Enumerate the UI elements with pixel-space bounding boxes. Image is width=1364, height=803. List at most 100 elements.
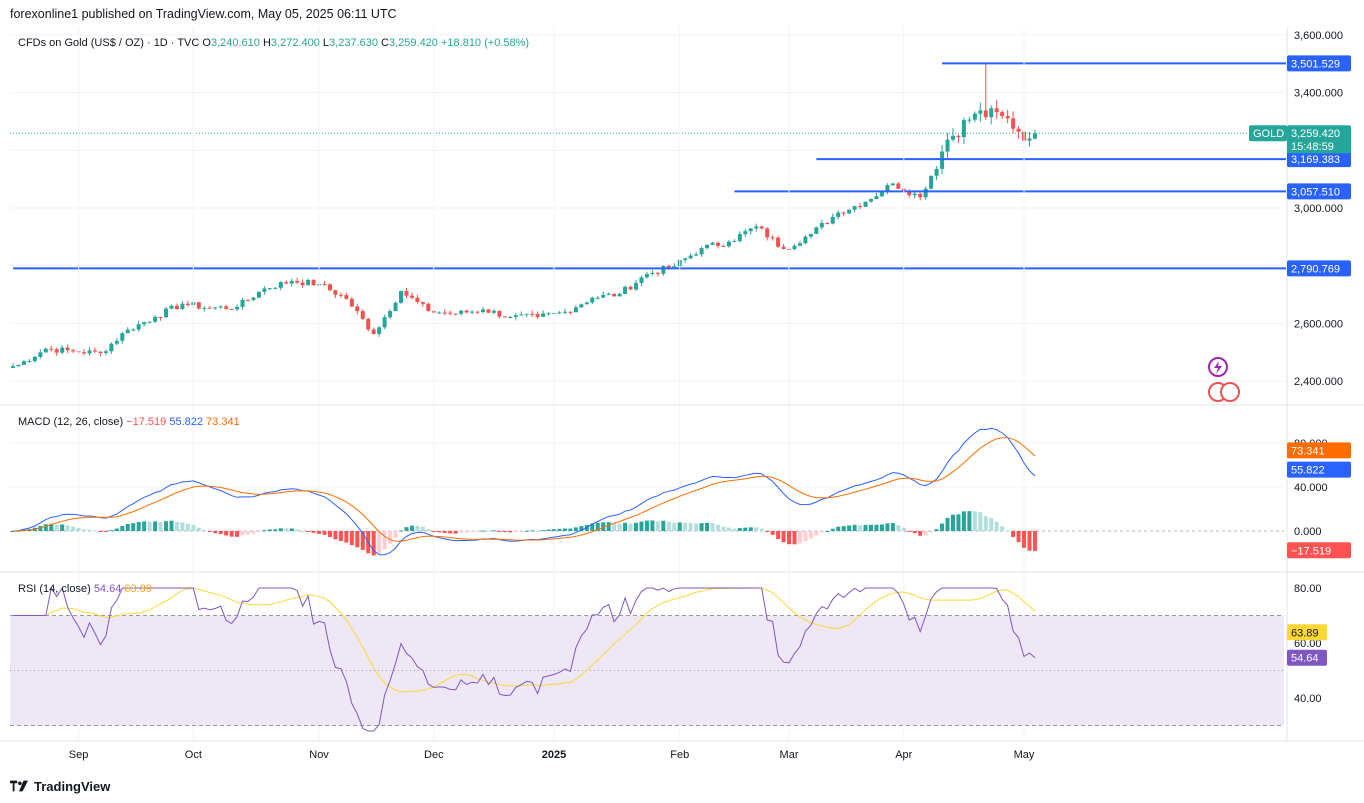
rsi-legend-value: 54.64 bbox=[94, 583, 125, 595]
candle-body bbox=[382, 317, 387, 328]
macd-histogram-bar bbox=[732, 528, 737, 531]
candle-body bbox=[98, 351, 103, 354]
macd-pane[interactable]: 0.00040.00080.00073.34155.822−17.519MACD… bbox=[10, 416, 1351, 559]
candle-body bbox=[863, 201, 868, 207]
candle bbox=[185, 300, 190, 308]
candle bbox=[109, 342, 114, 354]
macd-histogram-bar bbox=[114, 528, 119, 531]
us-flag-event-icon[interactable] bbox=[1220, 382, 1240, 402]
candle-body bbox=[327, 284, 332, 291]
time-tick-label: Mar bbox=[780, 749, 799, 761]
macd-histogram-bar bbox=[153, 521, 158, 531]
macd-histogram-bar bbox=[229, 531, 234, 537]
candle-body bbox=[929, 175, 934, 189]
candle bbox=[601, 291, 606, 298]
candle bbox=[1005, 109, 1010, 124]
macd-histogram-bar bbox=[245, 531, 250, 535]
candle bbox=[1016, 126, 1021, 139]
candle bbox=[541, 310, 546, 318]
candle-body bbox=[808, 233, 813, 237]
candle-body bbox=[311, 279, 316, 286]
candle bbox=[245, 299, 250, 302]
candle bbox=[683, 257, 688, 263]
candle-body bbox=[109, 343, 114, 352]
macd-histogram-bar bbox=[770, 531, 775, 535]
candle bbox=[967, 116, 972, 124]
macd-histogram-bar bbox=[879, 524, 884, 531]
macd-histogram-bar bbox=[464, 531, 469, 533]
candle-body bbox=[781, 246, 786, 249]
candle-body bbox=[256, 291, 261, 298]
candle bbox=[180, 301, 185, 311]
last-price-tag-bg bbox=[1287, 125, 1351, 154]
candle bbox=[32, 355, 37, 363]
candle-body bbox=[278, 282, 283, 288]
macd-histogram-bar bbox=[896, 525, 901, 531]
macd-line-tag: 55.822 bbox=[1287, 461, 1351, 478]
candle-body bbox=[366, 318, 371, 330]
macd-histogram-bar bbox=[470, 531, 475, 532]
rsi-ma-line bbox=[13, 587, 1036, 693]
candle-body bbox=[49, 348, 54, 350]
macd-histogram-bar bbox=[311, 531, 316, 533]
legend-change: +18.810 (+0.58%) bbox=[441, 37, 529, 49]
candle-body bbox=[688, 255, 693, 259]
price-tick-label: 3,400.000 bbox=[1294, 88, 1343, 100]
candle bbox=[491, 309, 496, 315]
macd-histogram-bar bbox=[644, 520, 649, 531]
legend-symbol: CFDs on Gold (US$ / OZ) · 1D · TVC bbox=[18, 37, 202, 49]
candle bbox=[814, 226, 819, 234]
candle-body bbox=[852, 206, 857, 210]
macd-histogram-bar bbox=[852, 524, 857, 531]
candle bbox=[989, 105, 994, 125]
macd-hist-tag-text: −17.519 bbox=[1291, 545, 1331, 557]
macd-histogram-bar bbox=[781, 531, 786, 543]
candle-body bbox=[502, 316, 507, 318]
macd-histogram-bar bbox=[448, 531, 453, 534]
macd-histogram-bar bbox=[715, 524, 720, 531]
candle bbox=[426, 302, 431, 312]
macd-signal-tag-text: 73.341 bbox=[1291, 445, 1325, 457]
horizontal-level-label-bg bbox=[1287, 260, 1351, 277]
candle bbox=[82, 349, 87, 356]
symbol-tag-bg bbox=[1249, 125, 1287, 142]
candle bbox=[273, 286, 278, 290]
macd-histogram-bar bbox=[568, 528, 573, 531]
candle bbox=[21, 360, 26, 365]
macd-hist-tag-bg bbox=[1287, 542, 1351, 559]
horizontal-level-label-bg bbox=[1287, 55, 1351, 72]
footer-brand: TradingView bbox=[34, 778, 111, 794]
rsi-tick-label: 60.00 bbox=[1294, 638, 1322, 650]
candle-body bbox=[213, 307, 218, 309]
candle-body bbox=[207, 307, 212, 309]
candle bbox=[606, 292, 611, 296]
macd-histogram-bar bbox=[109, 530, 114, 532]
candle-body bbox=[262, 288, 267, 292]
time-tick-label: Nov bbox=[309, 749, 329, 761]
candle bbox=[311, 279, 316, 286]
macd-histogram-bar bbox=[1011, 531, 1016, 538]
candle bbox=[497, 310, 502, 319]
candle-body bbox=[940, 151, 945, 169]
candle-body bbox=[557, 312, 562, 314]
candle bbox=[300, 279, 305, 288]
macd-histogram-bar bbox=[721, 526, 726, 531]
candle-body bbox=[393, 302, 398, 312]
macd-histogram-bar bbox=[185, 523, 190, 531]
candle-body bbox=[830, 216, 835, 224]
rsi-ma-tag-bg bbox=[1287, 624, 1327, 641]
candle bbox=[38, 349, 43, 359]
candle bbox=[388, 309, 393, 320]
macd-histogram-bar bbox=[683, 522, 688, 531]
candle-body bbox=[950, 135, 955, 140]
candle bbox=[92, 347, 97, 354]
time-tick-label: May bbox=[1014, 749, 1035, 761]
candle-body bbox=[1011, 118, 1016, 129]
price-tick-label: 3,000.000 bbox=[1294, 203, 1343, 215]
event-icons[interactable] bbox=[1208, 357, 1240, 402]
candle-body bbox=[54, 349, 59, 353]
candle bbox=[502, 316, 507, 318]
price-pane[interactable]: 2,400.0002,600.0002,800.0003,000.0003,20… bbox=[10, 30, 1351, 402]
